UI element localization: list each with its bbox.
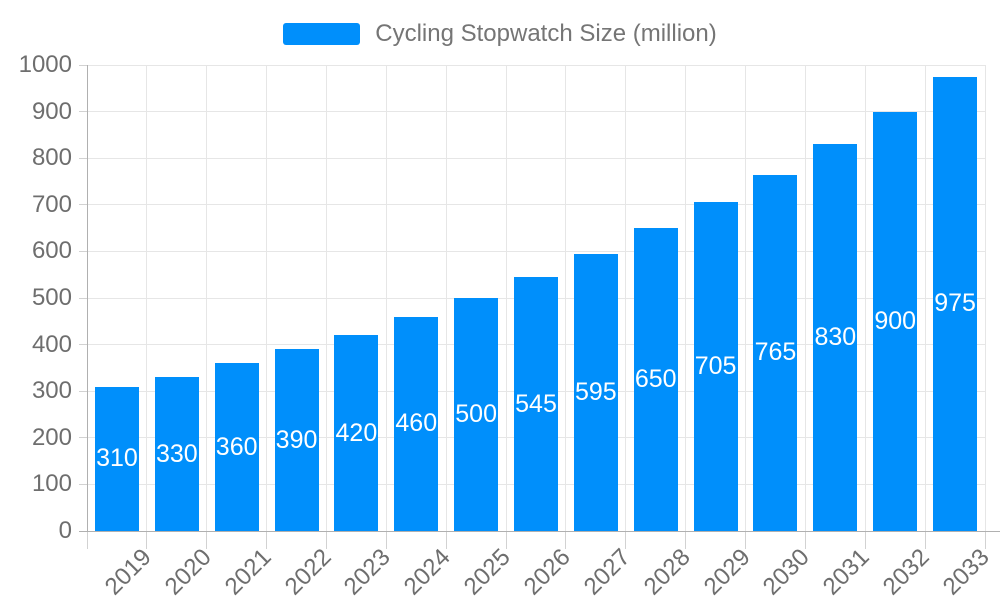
y-axis-tick	[79, 437, 87, 439]
x-axis-tick	[625, 532, 627, 549]
gridline-horizontal	[87, 250, 985, 252]
y-axis-tick	[79, 250, 87, 252]
x-axis-tick	[266, 532, 268, 549]
y-axis-line	[87, 65, 88, 531]
bar[interactable]: 420	[334, 335, 379, 531]
bar[interactable]: 500	[454, 298, 499, 531]
gridline-vertical	[385, 65, 387, 531]
y-tick-label: 600	[31, 237, 72, 265]
y-tick-label: 300	[31, 377, 72, 405]
bar[interactable]: 390	[274, 349, 319, 531]
gridline-vertical	[924, 65, 926, 531]
bar-value-label: 830	[814, 323, 857, 352]
gridline-vertical	[325, 65, 327, 531]
y-tick-label: 1000	[18, 51, 72, 78]
x-tick-label: 2019	[99, 543, 157, 600]
bar[interactable]: 460	[394, 316, 439, 531]
y-tick-label: 400	[31, 330, 72, 358]
legend-label: Cycling Stopwatch Size (million)	[375, 20, 717, 47]
x-axis-tick	[505, 532, 507, 549]
bar[interactable]: 900	[873, 111, 918, 531]
bar-value-label: 595	[575, 377, 617, 406]
y-tick-label: 200	[31, 423, 72, 451]
gridline-vertical	[804, 65, 806, 531]
x-axis-tick	[565, 532, 567, 549]
bar[interactable]: 830	[813, 144, 858, 531]
x-axis-tick	[86, 532, 88, 549]
x-axis-line	[79, 531, 1000, 532]
x-axis-tick	[804, 532, 806, 549]
y-tick-label: 500	[31, 284, 72, 311]
gridline-vertical	[685, 65, 687, 531]
bar-value-label: 460	[395, 409, 438, 438]
bar-value-label: 545	[515, 389, 557, 418]
gridline-horizontal	[87, 157, 985, 159]
bar-value-label: 360	[215, 432, 258, 461]
y-axis-tick	[79, 297, 87, 299]
gridline-vertical	[445, 65, 447, 531]
x-axis-tick	[864, 532, 866, 549]
gridline-horizontal	[87, 204, 985, 206]
gridline-vertical	[266, 65, 268, 531]
gridline-vertical	[565, 65, 567, 531]
y-axis-tick	[79, 390, 87, 392]
bar-value-label: 650	[634, 365, 677, 394]
x-axis-tick	[325, 532, 327, 549]
gridline-horizontal	[87, 111, 985, 113]
x-axis-tick	[445, 532, 447, 549]
legend-marker	[283, 23, 361, 45]
bar-value-label: 705	[694, 352, 737, 381]
bar-value-label: 420	[335, 418, 378, 447]
bar[interactable]: 595	[573, 253, 618, 531]
bar-value-label: 310	[96, 444, 138, 473]
bar-value-label: 900	[874, 306, 917, 335]
y-axis-tick	[79, 157, 87, 159]
y-axis-tick	[79, 344, 87, 346]
bar[interactable]: 360	[214, 363, 259, 531]
x-axis-tick	[984, 532, 986, 549]
y-axis-tick	[79, 204, 87, 206]
bar-value-label: 765	[754, 338, 797, 367]
gridline-vertical	[206, 65, 208, 531]
y-tick-label: 700	[31, 190, 72, 218]
y-axis-tick	[79, 111, 87, 113]
bar-value-label: 975	[934, 289, 976, 318]
legend-item[interactable]: Cycling Stopwatch Size (million)	[283, 20, 717, 47]
bar[interactable]: 765	[753, 174, 798, 531]
x-axis-tick	[685, 532, 687, 549]
gridline-vertical	[625, 65, 627, 531]
bar[interactable]: 310	[94, 386, 139, 531]
bar[interactable]: 975	[933, 76, 978, 531]
bar[interactable]: 650	[633, 228, 678, 531]
gridline-vertical	[146, 65, 148, 531]
x-axis-tick	[206, 532, 208, 549]
bar[interactable]: 330	[154, 377, 199, 531]
bar[interactable]: 545	[514, 277, 558, 531]
x-axis-tick	[146, 532, 148, 549]
bar-value-label: 500	[455, 400, 497, 428]
gridline-vertical	[864, 65, 866, 531]
y-tick-label: 900	[31, 97, 72, 125]
bar-value-label: 330	[155, 439, 198, 468]
x-axis-tick	[924, 532, 926, 549]
y-axis-tick	[79, 64, 87, 66]
bar[interactable]: 705	[693, 202, 738, 531]
y-tick-label: 100	[31, 470, 72, 498]
gridline-vertical	[505, 65, 507, 531]
legend: Cycling Stopwatch Size (million)	[0, 22, 1000, 46]
bar-value-label: 390	[275, 425, 318, 454]
gridline-vertical	[745, 65, 747, 531]
x-axis-tick	[745, 532, 747, 549]
y-tick-label: 0	[58, 517, 72, 544]
gridline-horizontal	[87, 64, 985, 66]
y-axis-tick	[79, 483, 87, 485]
y-tick-label: 800	[31, 144, 72, 172]
x-axis-tick	[385, 532, 387, 549]
gridline-vertical	[984, 65, 986, 531]
